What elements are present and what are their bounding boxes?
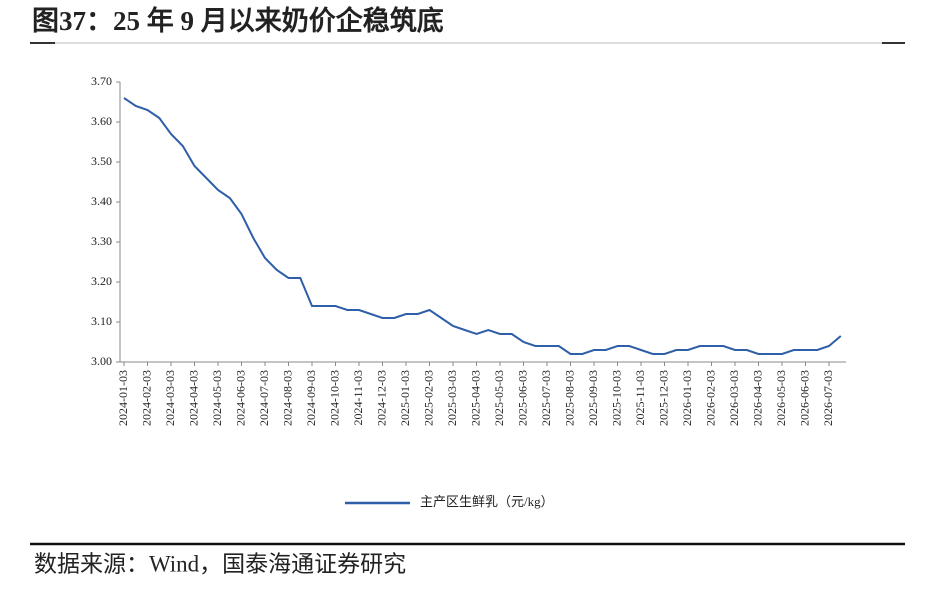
x-tick-label: 2025-09-03 bbox=[586, 370, 600, 426]
y-tick-label: 3.60 bbox=[91, 114, 112, 128]
y-tick-label: 3.30 bbox=[91, 234, 112, 248]
chart-title: 图37：25 年 9 月以来奶价企稳筑底 bbox=[32, 5, 444, 36]
x-tick-label: 2026-03-03 bbox=[727, 370, 741, 426]
y-tick-label: 3.50 bbox=[91, 154, 112, 168]
x-tick-label: 2024-01-03 bbox=[116, 370, 130, 426]
x-tick-label: 2026-05-03 bbox=[774, 370, 788, 426]
legend-label: 主产区生鲜乳（元/kg） bbox=[420, 494, 554, 509]
source: 数据来源：Wind，国泰海通证券研究 bbox=[34, 551, 406, 576]
x-tick-label: 2024-06-03 bbox=[233, 370, 247, 426]
x-tick-label: 2026-01-03 bbox=[680, 370, 694, 426]
x-tick-label: 2024-12-03 bbox=[374, 370, 388, 426]
x-tick-label: 2025-07-03 bbox=[539, 370, 553, 426]
x-tick-label: 2024-09-03 bbox=[304, 370, 318, 426]
x-tick-label: 2026-06-03 bbox=[797, 370, 811, 426]
x-tick-label: 2026-04-03 bbox=[750, 370, 764, 426]
y-tick-label: 3.00 bbox=[91, 354, 112, 368]
x-tick-label: 2025-05-03 bbox=[492, 370, 506, 426]
y-tick-label: 3.20 bbox=[91, 274, 112, 288]
y-tick-label: 3.10 bbox=[91, 314, 112, 328]
x-tick-label: 2024-03-03 bbox=[163, 370, 177, 426]
x-tick-label: 2025-03-03 bbox=[445, 370, 459, 426]
x-tick-label: 2024-11-03 bbox=[351, 370, 365, 426]
x-tick-label: 2025-10-03 bbox=[609, 370, 623, 426]
x-tick-label: 2025-01-03 bbox=[398, 370, 412, 426]
x-tick-label: 2025-12-03 bbox=[656, 370, 670, 426]
x-tick-label: 2024-10-03 bbox=[327, 370, 341, 426]
x-tick-label: 2024-05-03 bbox=[210, 370, 224, 426]
y-tick-label: 3.70 bbox=[91, 74, 112, 88]
y-tick-label: 3.40 bbox=[91, 194, 112, 208]
series-line bbox=[123, 97, 842, 355]
x-tick-label: 2026-07-03 bbox=[821, 370, 835, 426]
x-tick-label: 2024-04-03 bbox=[186, 370, 200, 426]
x-tick-label: 2025-02-03 bbox=[421, 370, 435, 426]
x-tick-label: 2024-02-03 bbox=[139, 370, 153, 426]
x-tick-label: 2025-08-03 bbox=[562, 370, 576, 426]
x-tick-label: 2024-07-03 bbox=[257, 370, 271, 426]
x-tick-label: 2024-08-03 bbox=[280, 370, 294, 426]
x-tick-label: 2025-11-03 bbox=[633, 370, 647, 426]
x-tick-label: 2025-04-03 bbox=[468, 370, 482, 426]
x-tick-label: 2025-06-03 bbox=[515, 370, 529, 426]
x-tick-label: 2026-02-03 bbox=[703, 370, 717, 426]
